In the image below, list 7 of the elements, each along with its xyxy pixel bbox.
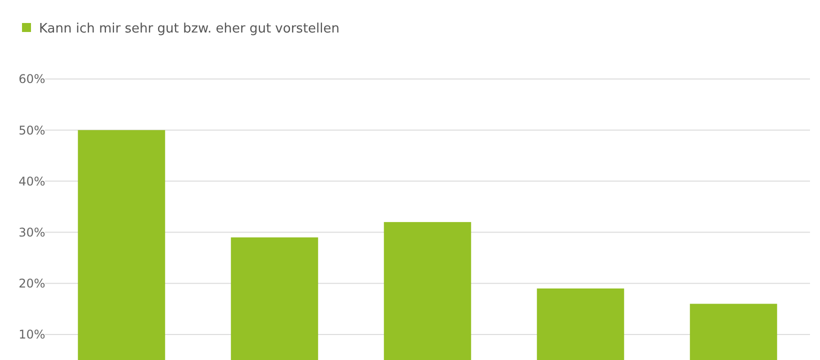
y-tick-label: 60% <box>18 72 46 86</box>
y-tick-label: 50% <box>18 123 46 138</box>
y-tick-label: 20% <box>18 276 46 291</box>
y-tick-label: 40% <box>18 174 46 188</box>
y-tick-label: 10% <box>18 328 46 342</box>
y-tick-label: 30% <box>18 225 46 240</box>
legend-label: Kann ich mir sehr gut bzw. eher gut vorstellen <box>39 22 340 37</box>
